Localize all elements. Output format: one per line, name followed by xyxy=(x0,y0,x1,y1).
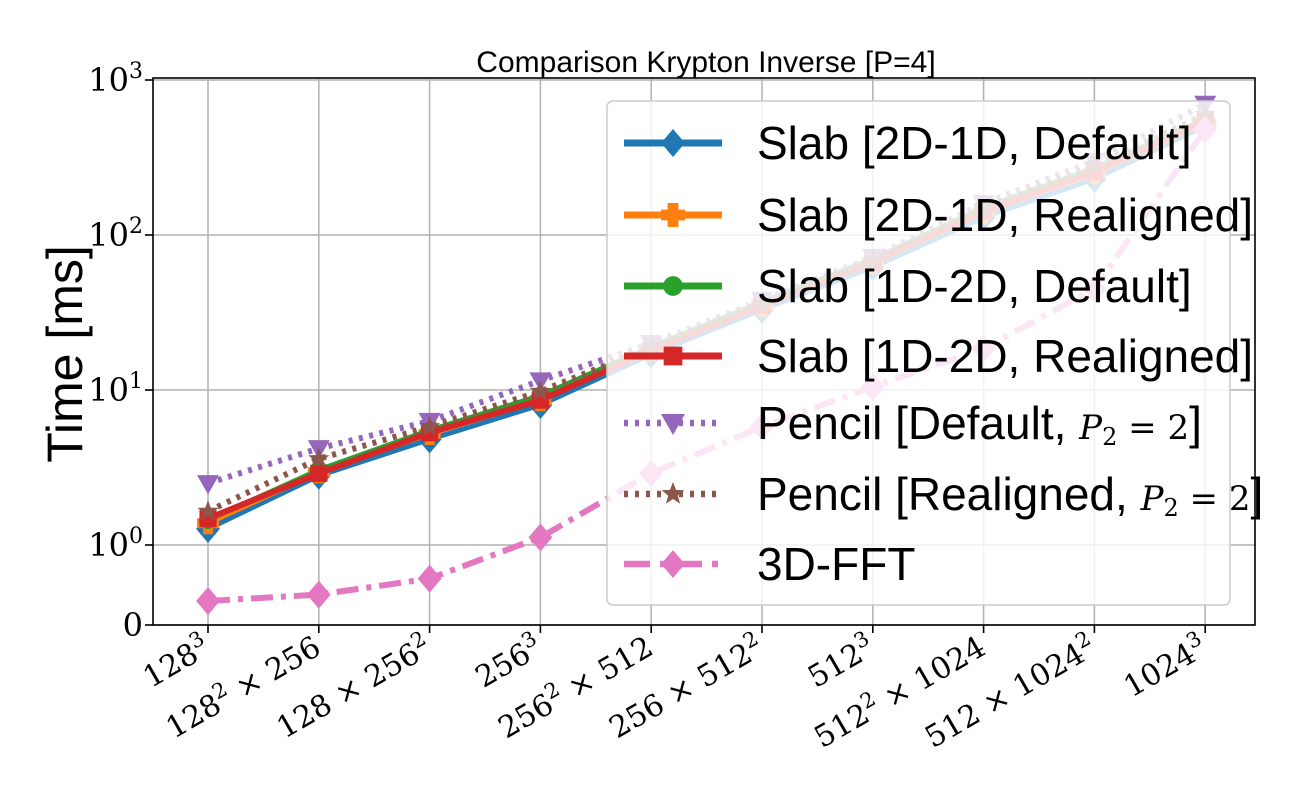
y-axis-label: Time [ms] xyxy=(37,245,93,463)
legend-label: Pencil [Realigned, P2 = 2] xyxy=(757,468,1263,522)
data-point xyxy=(197,500,219,521)
y-tick-label: 103 xyxy=(88,59,143,99)
legend-entry: Slab [1D-2D, Realigned] xyxy=(624,330,1253,382)
y-tick-label: 100 xyxy=(88,524,143,564)
legend-entry: Slab [2D-1D, Realigned] xyxy=(624,189,1253,241)
legend-marker xyxy=(661,129,685,157)
legend-label: Slab [2D-1D, Realigned] xyxy=(757,189,1253,241)
legend-label: Pencil [Default, P2 = 2] xyxy=(757,397,1202,451)
legend-marker xyxy=(661,550,685,578)
data-point xyxy=(417,564,442,593)
legend-marker xyxy=(663,346,683,366)
legend-entry: Pencil [Default, P2 = 2] xyxy=(624,397,1202,451)
data-point xyxy=(197,475,219,495)
legend-label: Slab [2D-1D, Default] xyxy=(757,117,1192,169)
y-tick-label: 101 xyxy=(88,369,143,409)
data-point xyxy=(196,587,220,615)
legend-label: Slab [1D-2D, Default] xyxy=(757,260,1192,312)
data-point xyxy=(306,580,331,609)
data-point xyxy=(528,523,553,552)
legend-marker xyxy=(661,414,685,435)
legend-label: 3D-FFT xyxy=(757,538,915,590)
legend: Slab [2D-1D, Default] Slab [2D-1D, Realig… xyxy=(606,100,1263,606)
legend-entry: Slab [2D-1D, Default] xyxy=(624,117,1192,169)
y-tick-label: 102 xyxy=(88,214,143,254)
data-point xyxy=(419,415,441,436)
chart-title: Comparison Krypton Inverse [P=4] xyxy=(476,46,935,79)
y-axis-ticks: 0 100 101 102 103 xyxy=(88,59,153,644)
data-point xyxy=(310,464,328,482)
legend-entry: Slab [1D-2D, Default] xyxy=(624,260,1192,312)
legend-entry: 3D-FFT xyxy=(624,538,915,590)
plot-frame xyxy=(152,77,1256,626)
data-point xyxy=(529,380,551,401)
y-tick-label: 0 xyxy=(123,606,143,644)
legend-entry: Pencil [Realigned, P2 = 2] xyxy=(624,468,1263,522)
legend-label: Slab [1D-2D, Realigned] xyxy=(757,330,1253,382)
legend-marker xyxy=(661,482,685,504)
legend-box xyxy=(606,100,1231,606)
legend-marker xyxy=(661,203,685,227)
data-point xyxy=(308,447,330,468)
legend-marker xyxy=(663,276,683,296)
